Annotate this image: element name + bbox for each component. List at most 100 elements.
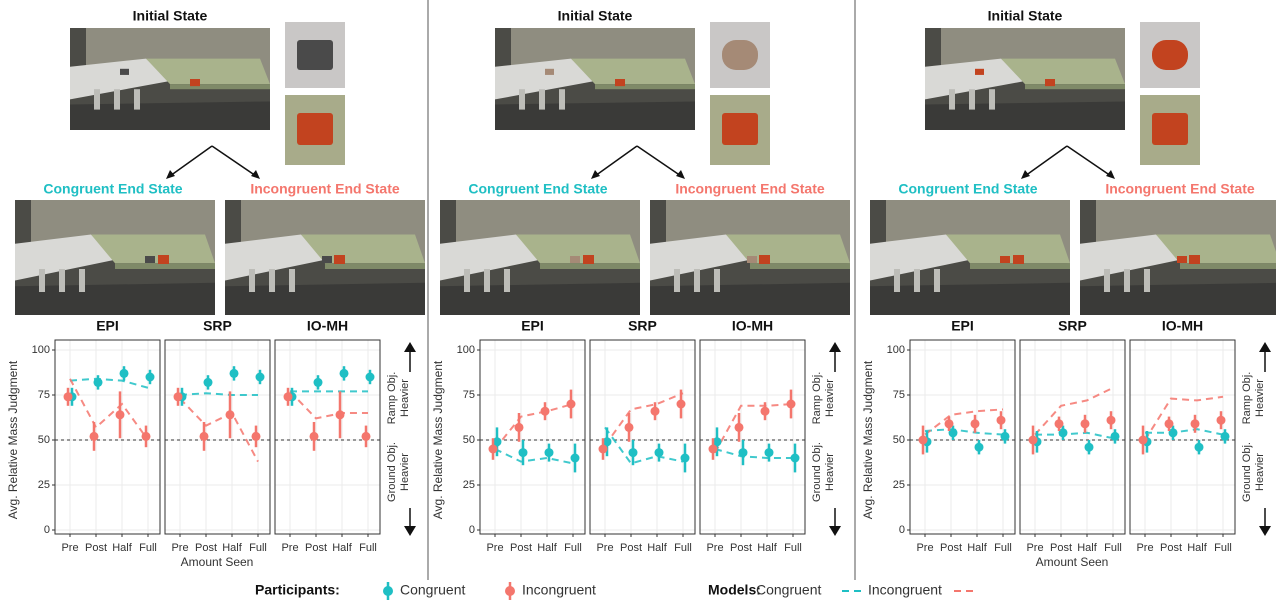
participant-point xyxy=(1055,419,1064,428)
x-tick-label: Post xyxy=(1160,542,1182,554)
participant-point xyxy=(1111,432,1120,441)
participant-point xyxy=(1081,419,1090,428)
scene-table-edge xyxy=(115,263,215,269)
thumb-object xyxy=(297,113,333,145)
scene-leg xyxy=(674,269,680,292)
participant-point xyxy=(204,378,213,387)
participant-point xyxy=(1165,419,1174,428)
scene-leg xyxy=(94,89,100,109)
participant-point xyxy=(230,369,239,378)
arrow xyxy=(1067,146,1111,176)
ground-annotation: Ground Obj. xyxy=(1241,442,1253,502)
y-tick-label: 25 xyxy=(463,479,475,491)
participant-point xyxy=(1217,416,1226,425)
legend-label: Incongruent xyxy=(522,582,596,598)
x-tick-label: Post xyxy=(1050,542,1072,554)
participant-point xyxy=(340,369,349,378)
scene-object xyxy=(1013,255,1024,264)
x-tick-label: Full xyxy=(674,542,692,554)
y-tick-label: 100 xyxy=(32,344,50,356)
ramp-annotation: Ramp Obj. xyxy=(386,372,398,425)
participant-point xyxy=(997,416,1006,425)
scene-leg xyxy=(559,89,565,109)
x-tick-label: Full xyxy=(359,542,377,554)
scene-object xyxy=(322,256,332,263)
scene-object xyxy=(615,79,625,86)
participant-point xyxy=(256,373,265,382)
subplot-title: EPI xyxy=(951,318,974,334)
scene-leg xyxy=(1144,269,1150,292)
incongruent-label: Incongruent End State xyxy=(1105,181,1255,197)
participant-point xyxy=(971,419,980,428)
arrow xyxy=(595,146,637,176)
scene-leg xyxy=(504,269,510,292)
scene-leg xyxy=(714,269,720,292)
x-tick-label: Half xyxy=(1187,542,1208,554)
participant-point xyxy=(709,445,718,454)
legend-key xyxy=(383,586,393,596)
scene-object xyxy=(1000,256,1010,263)
thumb-object xyxy=(297,40,333,70)
arrowhead xyxy=(404,342,416,352)
x-tick-label: Half xyxy=(332,542,353,554)
scene-leg xyxy=(39,269,45,292)
arrowhead xyxy=(1106,170,1115,179)
scene-leg xyxy=(1104,269,1110,292)
incongruent-label: Incongruent End State xyxy=(250,181,400,197)
x-tick-label: Pre xyxy=(596,542,613,554)
thumb-object xyxy=(722,40,758,70)
x-tick-label: Full xyxy=(139,542,157,554)
scene-object xyxy=(570,256,580,263)
scene-leg xyxy=(539,89,545,109)
x-tick-label: Half xyxy=(1077,542,1098,554)
subplot-title: EPI xyxy=(521,318,544,334)
participant-point xyxy=(735,423,744,432)
legend-title: Models: xyxy=(708,582,761,598)
participant-point xyxy=(761,407,770,416)
x-tick-label: Full xyxy=(784,542,802,554)
legend-key xyxy=(505,586,515,596)
participant-point xyxy=(787,400,796,409)
y-axis-label: Avg. Relative Mass Judgment xyxy=(431,360,445,519)
subplot-title: IO-MH xyxy=(1162,318,1203,334)
participant-point xyxy=(314,378,323,387)
scene-object xyxy=(583,255,594,264)
participant-point xyxy=(200,432,209,441)
scene-leg xyxy=(484,269,490,292)
y-axis-label: Avg. Relative Mass Judgment xyxy=(6,360,20,519)
y-tick-label: 100 xyxy=(457,344,475,356)
scene-table-edge xyxy=(970,263,1070,269)
subplot-title: SRP xyxy=(1058,318,1087,334)
scene-leg xyxy=(1124,269,1130,292)
ground-annotation: Ground Obj. xyxy=(386,442,398,502)
scene-object xyxy=(120,69,129,75)
scene-leg xyxy=(934,269,940,292)
participant-point xyxy=(336,410,345,419)
participant-point xyxy=(567,400,576,409)
scene-leg xyxy=(134,89,140,109)
x-tick-label: Half xyxy=(537,542,558,554)
x-tick-label: Post xyxy=(85,542,107,554)
arrowhead xyxy=(1021,170,1030,179)
participant-point xyxy=(765,448,774,457)
participant-point xyxy=(1107,416,1116,425)
arrowhead xyxy=(1259,526,1271,536)
initial-label: Initial State xyxy=(133,8,208,24)
arrowhead xyxy=(166,170,175,179)
participant-point xyxy=(545,448,554,457)
x-tick-label: Pre xyxy=(916,542,933,554)
x-tick-label: Post xyxy=(510,542,532,554)
participant-point xyxy=(1085,443,1094,452)
participant-point xyxy=(519,448,528,457)
x-tick-label: Half xyxy=(222,542,243,554)
participant-point xyxy=(629,448,638,457)
scene-leg xyxy=(249,269,255,292)
scene-leg xyxy=(59,269,65,292)
scene-object xyxy=(747,256,757,263)
scene-object xyxy=(158,255,169,264)
participant-point xyxy=(1029,436,1038,445)
scene-leg xyxy=(289,269,295,292)
x-tick-label: Pre xyxy=(486,542,503,554)
participant-point xyxy=(677,400,686,409)
participant-point xyxy=(310,432,319,441)
